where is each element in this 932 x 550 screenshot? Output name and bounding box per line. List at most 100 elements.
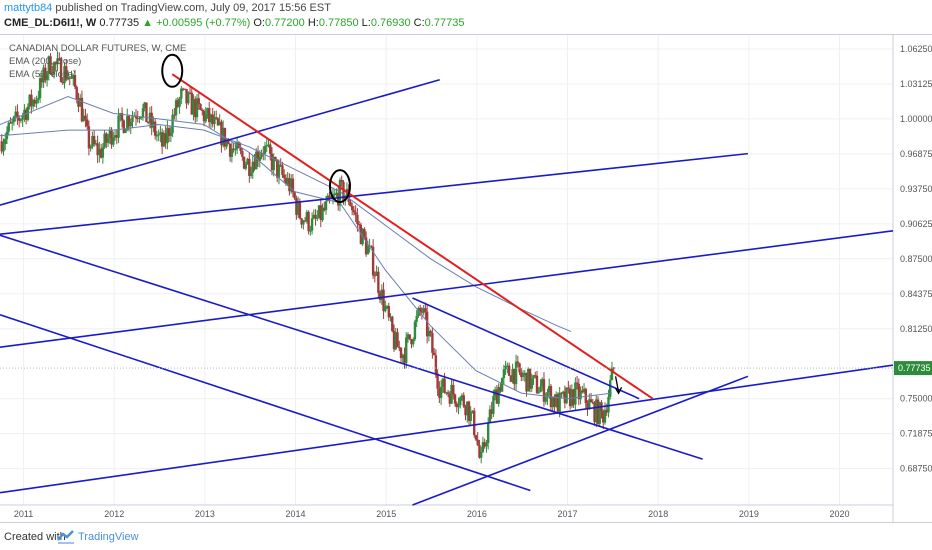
candle-body <box>87 126 91 149</box>
candle-body <box>91 136 94 147</box>
candle-body <box>174 100 178 116</box>
candle-body <box>598 402 601 424</box>
publish-info: mattytb84 published on TradingView.com, … <box>4 2 331 14</box>
symbol-label[interactable]: CME_DL:D6I1!, W <box>4 17 97 29</box>
ema55-legend[interactable]: EMA (55, close) <box>9 69 77 80</box>
candle-body <box>85 119 89 127</box>
candle-body <box>455 403 458 408</box>
candle-body <box>251 161 255 173</box>
candle-body <box>307 211 310 232</box>
last-price-tag <box>894 361 932 376</box>
candle-body <box>204 113 207 122</box>
tradingview-logo-icon[interactable] <box>57 528 75 544</box>
price-change: +0.00595 (+0.77%) <box>156 17 251 29</box>
candle-body <box>551 397 554 408</box>
chart-area[interactable]: 1.06250 1.03125 1.00000 0.96875 0.93750 0.906… <box>0 34 932 524</box>
candle-body <box>58 58 61 60</box>
candle-body <box>244 164 248 169</box>
candle-body <box>340 179 343 182</box>
candle-body <box>89 146 92 149</box>
candle-body <box>98 148 101 156</box>
candle-body <box>202 110 206 122</box>
candle-body <box>528 368 532 389</box>
high-label: H: <box>307 17 319 29</box>
candle-body <box>333 193 336 196</box>
ema55-line <box>0 96 613 400</box>
candle-body <box>239 147 242 151</box>
candle-body <box>577 383 581 400</box>
candle-body <box>405 337 408 364</box>
candle-body <box>380 289 384 300</box>
candle-body <box>270 153 274 171</box>
candle-body <box>31 100 35 107</box>
candle-body <box>145 102 148 123</box>
y-tick-label: 0.93750 <box>900 184 932 194</box>
candle-body <box>14 111 17 117</box>
ema200-legend[interactable]: EMA (200, close) <box>9 56 82 67</box>
candle-body <box>131 116 134 123</box>
candle-body <box>370 245 373 247</box>
candle-body <box>595 399 598 423</box>
candle-body <box>52 62 56 75</box>
candle-body <box>108 129 112 139</box>
channel-line <box>412 375 749 506</box>
author-link[interactable]: mattytb84 <box>4 2 53 14</box>
candle-body <box>495 389 499 404</box>
candle-body <box>561 391 565 394</box>
candle-body <box>225 139 228 147</box>
candle-body <box>483 442 486 447</box>
candle-body <box>281 165 284 176</box>
candle-body <box>122 120 125 133</box>
candle-body <box>35 99 38 104</box>
candle-body <box>232 148 235 150</box>
x-tick-label: 2019 <box>739 509 759 519</box>
candle-body <box>176 100 180 107</box>
candle-body <box>296 201 300 215</box>
candle-body <box>413 321 417 340</box>
candle-body <box>183 88 187 90</box>
candle-body <box>560 392 563 394</box>
candle-body <box>40 78 44 83</box>
candle-body <box>471 410 474 412</box>
highlight-ellipse <box>161 53 184 88</box>
candle-body <box>24 109 28 120</box>
x-tick-label: 2014 <box>286 509 306 519</box>
candle-body <box>45 74 49 81</box>
candle-body <box>103 133 106 148</box>
candle-body <box>155 135 159 137</box>
candle-body <box>188 92 192 94</box>
candle-body <box>607 396 610 413</box>
candle-body <box>143 102 146 109</box>
candle-body <box>23 109 26 116</box>
channel-line <box>0 152 749 235</box>
candle-body <box>171 114 174 133</box>
candle-body <box>452 384 455 395</box>
candle-body <box>375 271 378 276</box>
high-value: 0.77850 <box>318 17 359 29</box>
candle-body <box>350 206 354 211</box>
candle-body <box>466 401 469 416</box>
candle-body <box>337 192 340 206</box>
chart-title: CANADIAN DOLLAR FUTURES, W, CME <box>9 43 187 54</box>
candle-body <box>72 75 75 78</box>
candle-body <box>544 397 547 402</box>
candle-body <box>596 399 600 424</box>
candle-body <box>126 116 129 130</box>
candle-body <box>66 77 70 80</box>
candle-body <box>429 331 432 334</box>
candle-body <box>206 108 209 114</box>
candle-body <box>84 115 87 120</box>
candle-body <box>44 67 47 81</box>
candle-body <box>68 77 71 79</box>
candle-body <box>110 129 113 145</box>
price-chart[interactable]: 1.06250 1.03125 1.00000 0.96875 0.93750 0.906… <box>0 35 932 524</box>
candle-body <box>431 333 434 353</box>
candle-body <box>523 372 526 376</box>
candle-body <box>277 164 281 178</box>
candle-body <box>305 211 309 222</box>
close-label: C: <box>413 17 425 29</box>
y-tick-label: 0.90625 <box>900 219 932 229</box>
candle-body <box>269 144 272 154</box>
candle-body <box>92 136 96 145</box>
tradingview-brand[interactable]: TradingView <box>78 531 139 543</box>
